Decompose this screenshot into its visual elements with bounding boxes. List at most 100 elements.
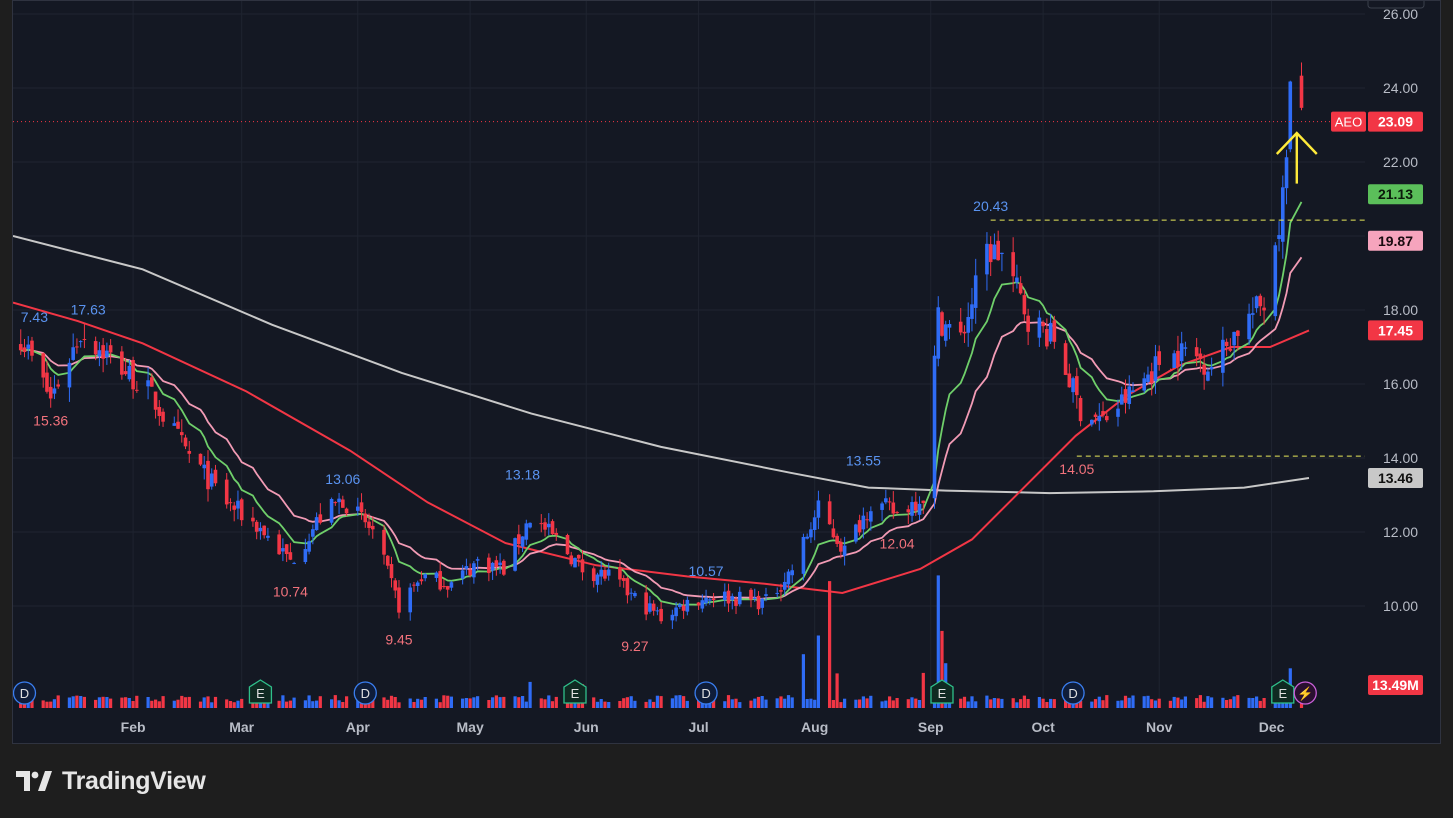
candle-body — [236, 500, 240, 509]
candle-body — [1176, 350, 1180, 367]
chart-panel[interactable]: 7.43 17.63 15.36 10.74 13.06 9.45 13.18 9.27 10.… — [12, 0, 1441, 744]
high-low-label: 13.18 — [505, 466, 540, 482]
volume-bar — [1206, 696, 1210, 708]
volume-bar — [1101, 700, 1105, 708]
volume-bar — [202, 697, 206, 708]
volume-bar — [285, 701, 289, 708]
volume-bar — [109, 698, 113, 708]
volume-bar — [828, 581, 832, 708]
volume-bar — [884, 700, 888, 708]
volume-bar — [1026, 699, 1030, 708]
volume-bar — [487, 700, 491, 708]
candle-body — [1262, 307, 1266, 311]
ema_slow-value-badge-text: 17.45 — [1378, 322, 1413, 338]
candle-body — [494, 560, 499, 567]
candle-body — [992, 244, 997, 260]
candle-body — [198, 453, 203, 465]
candle-body — [1146, 374, 1150, 383]
volume-bar — [307, 695, 311, 708]
volume-bar — [685, 700, 689, 708]
price-axis-tick: 14.00 — [1383, 450, 1418, 466]
volume-bar — [315, 700, 319, 708]
candle-body — [97, 350, 102, 357]
candle-body — [1299, 75, 1304, 108]
volume-bar — [880, 701, 884, 708]
volume-bar — [345, 696, 349, 708]
volume-bar — [1210, 697, 1214, 708]
candle-body — [722, 591, 727, 601]
candle-body — [1123, 389, 1128, 403]
candle-body — [1254, 296, 1259, 309]
candle-body — [397, 587, 401, 613]
volume-bar — [914, 698, 918, 708]
volume-bar — [67, 697, 71, 708]
event-marker-label: ⚡ — [1297, 686, 1313, 702]
volume-bar — [393, 697, 397, 708]
volume-bar — [1221, 697, 1225, 708]
time-axis-month-label: Apr — [346, 719, 371, 735]
candle-body — [1179, 343, 1184, 362]
ema_mid-value-badge-text: 19.87 — [1378, 233, 1413, 249]
top-right-control — [1367, 1, 1425, 9]
candle-body — [22, 347, 27, 352]
candle-body — [827, 501, 832, 525]
volume-bar — [1232, 696, 1236, 708]
candle-body — [1011, 252, 1015, 277]
dividend-event-icon: D — [353, 681, 377, 705]
high-low-label: 13.55 — [846, 453, 881, 469]
volume-bar — [599, 699, 603, 708]
candle-body — [621, 577, 626, 581]
event-marker-label: E — [938, 686, 947, 701]
candle-body — [749, 589, 753, 600]
candle-body — [887, 501, 892, 503]
volume-bar — [816, 635, 820, 708]
candle-body — [370, 525, 375, 530]
candle-body — [696, 602, 701, 606]
volume-bar — [629, 696, 633, 708]
candle-body — [913, 501, 918, 511]
candle-body — [1157, 351, 1162, 365]
last-price-badge: AEO 23.09 — [1331, 111, 1423, 132]
volume-bar — [1255, 696, 1259, 708]
candle-body — [1224, 341, 1229, 346]
volume-bar — [423, 697, 427, 708]
volume-bar — [1198, 695, 1202, 708]
high-low-label: 17.63 — [71, 302, 106, 318]
candle-body — [730, 596, 735, 600]
volume-bar — [157, 701, 161, 708]
candle-body — [423, 574, 427, 579]
candle-body — [1119, 394, 1124, 405]
volume-bar — [1123, 695, 1128, 708]
candle-body — [187, 451, 192, 454]
candle-body — [685, 599, 690, 612]
ema_fast-value-badge-text: 21.13 — [1378, 186, 1413, 202]
candle-body — [1221, 339, 1225, 373]
volume-bar — [936, 575, 940, 708]
volume-bar — [779, 696, 783, 708]
volume-value-badge-text: 13.49M — [1372, 677, 1419, 693]
volume-bar — [917, 700, 922, 708]
volume-bar — [577, 702, 581, 708]
candle-body — [1172, 353, 1176, 368]
candle-body — [329, 498, 334, 523]
candle-body — [355, 506, 360, 511]
candle-body — [760, 598, 765, 608]
volume-bar — [607, 702, 611, 708]
candle-body — [408, 587, 413, 613]
volume-bar — [648, 699, 652, 708]
volume-bar — [1183, 696, 1187, 708]
candle-body — [565, 534, 570, 555]
volume-bar — [1258, 700, 1262, 708]
candle-body — [546, 523, 551, 528]
volume-bar — [382, 697, 386, 708]
candle-body — [1097, 415, 1102, 422]
candle-body — [569, 555, 574, 565]
volume-bar — [213, 696, 218, 708]
candle-body — [985, 243, 989, 275]
candle-body — [30, 340, 34, 356]
volume-bar — [962, 696, 967, 708]
candle-body — [131, 360, 135, 390]
price-chart[interactable]: 7.43 17.63 15.36 10.74 13.06 9.45 13.18 9.27 10.… — [13, 1, 1440, 743]
volume-bar — [198, 701, 203, 708]
ema-mid-line — [20, 256, 1303, 600]
